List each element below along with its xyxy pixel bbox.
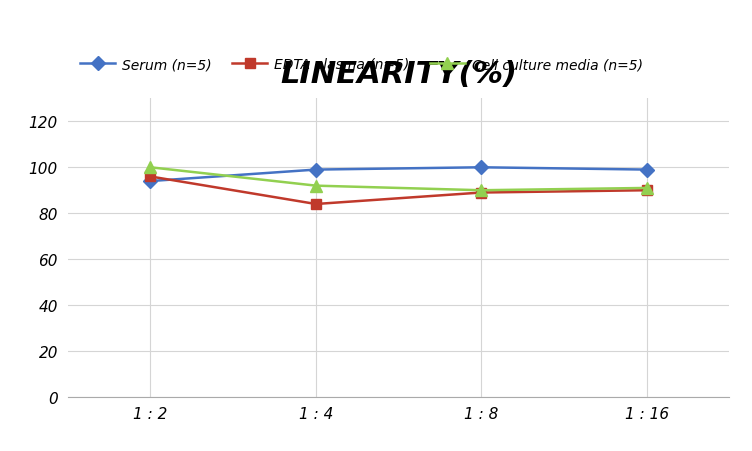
Line: Serum (n=5): Serum (n=5) [146,163,651,187]
Serum (n=5) [477,165,486,170]
Legend: Serum (n=5), EDTA plasma (n=5), Cell culture media (n=5): Serum (n=5), EDTA plasma (n=5), Cell cul… [74,53,648,78]
Cell culture media (n=5) [311,184,320,189]
Serum (n=5) [311,167,320,173]
Line: EDTA plasma (n=5): EDTA plasma (n=5) [146,172,651,209]
EDTA plasma (n=5) [642,188,651,193]
EDTA plasma (n=5) [311,202,320,207]
Cell culture media (n=5) [477,188,486,193]
Serum (n=5) [146,179,155,184]
Title: LINEARITY(%): LINEARITY(%) [280,60,517,88]
Cell culture media (n=5) [642,186,651,191]
Line: Cell culture media (n=5): Cell culture media (n=5) [145,162,652,196]
EDTA plasma (n=5) [477,190,486,196]
EDTA plasma (n=5) [146,175,155,180]
Serum (n=5) [642,167,651,173]
Cell culture media (n=5) [146,165,155,170]
